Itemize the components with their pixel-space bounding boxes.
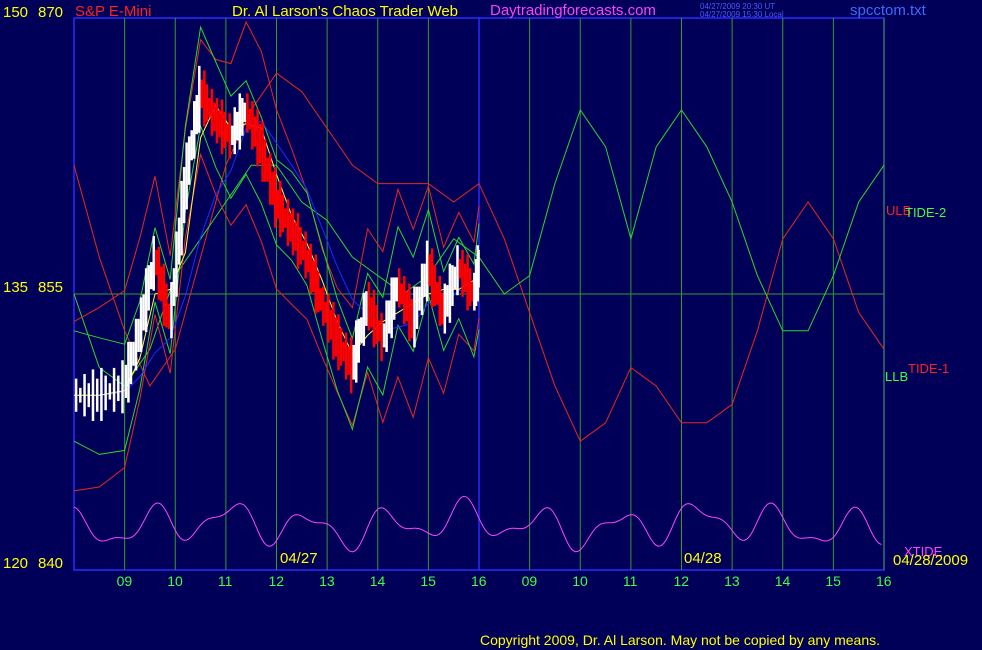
date-label-day1: 04/27 (280, 550, 318, 567)
y-bottom-left-label: 120 (3, 555, 29, 572)
y-top-right-label: 870 (38, 4, 64, 21)
date-label-day2: 04/28 (684, 550, 722, 567)
xtide-line (73, 495, 882, 553)
x-tick-label: 13 (319, 573, 335, 589)
y-mid-right-label: 855 (38, 279, 64, 296)
yellow-average-line (74, 104, 479, 396)
date-label-full: 04/28/2009 (893, 552, 969, 569)
x-tick-label: 15 (825, 573, 841, 589)
x-tick-label: 11 (217, 573, 233, 589)
instrument-title: S&P E-Mini (75, 3, 152, 20)
upper-green-band-line (73, 25, 480, 345)
data-file-name: spcctom.txt (850, 2, 926, 19)
x-tick-label: 14 (369, 573, 386, 589)
lower-green-band-line (73, 124, 480, 455)
x-tick-label: 11 (622, 573, 638, 589)
y-bottom-right-label: 840 (38, 555, 64, 572)
x-tick-label: 13 (724, 573, 740, 589)
x-tick-label: 14 (774, 573, 791, 589)
x-tick-label: 12 (268, 573, 285, 589)
lower-band-label: LLB (885, 369, 909, 384)
x-tick-label: 09 (116, 573, 133, 589)
upper-band-label: ULB (886, 203, 912, 218)
site-url[interactable]: Daytradingforecasts.com (490, 2, 656, 19)
lower-band-line (73, 152, 480, 492)
x-tick-label: 15 (420, 573, 436, 589)
upper-band-line (73, 20, 480, 323)
y-top-left-label: 150 (3, 4, 29, 21)
x-tick-label: 16 (876, 573, 892, 589)
x-tick-label: 12 (673, 573, 690, 589)
tide-2-label: TIDE-2 (905, 205, 947, 220)
x-tick-label: 10 (167, 573, 183, 589)
xtide-label: XTIDE (904, 544, 943, 559)
timestamp-ut: 04/27/2009 20:30 UT (700, 2, 776, 11)
site-title: Dr. Al Larson's Chaos Trader Web (232, 3, 459, 20)
blue-average-line (74, 120, 480, 396)
y-mid-left-label: 135 (3, 279, 29, 296)
x-tick-label: 10 (572, 573, 588, 589)
x-tick-label: 16 (471, 573, 487, 589)
copyright-notice: Copyright 2009, Dr. Al Larson. May not b… (480, 632, 881, 648)
tide-1-label: TIDE-1 (908, 361, 950, 376)
timestamp-local: 04/27/2009 15:30 Local (700, 10, 784, 19)
x-tick-label: 09 (521, 573, 538, 589)
